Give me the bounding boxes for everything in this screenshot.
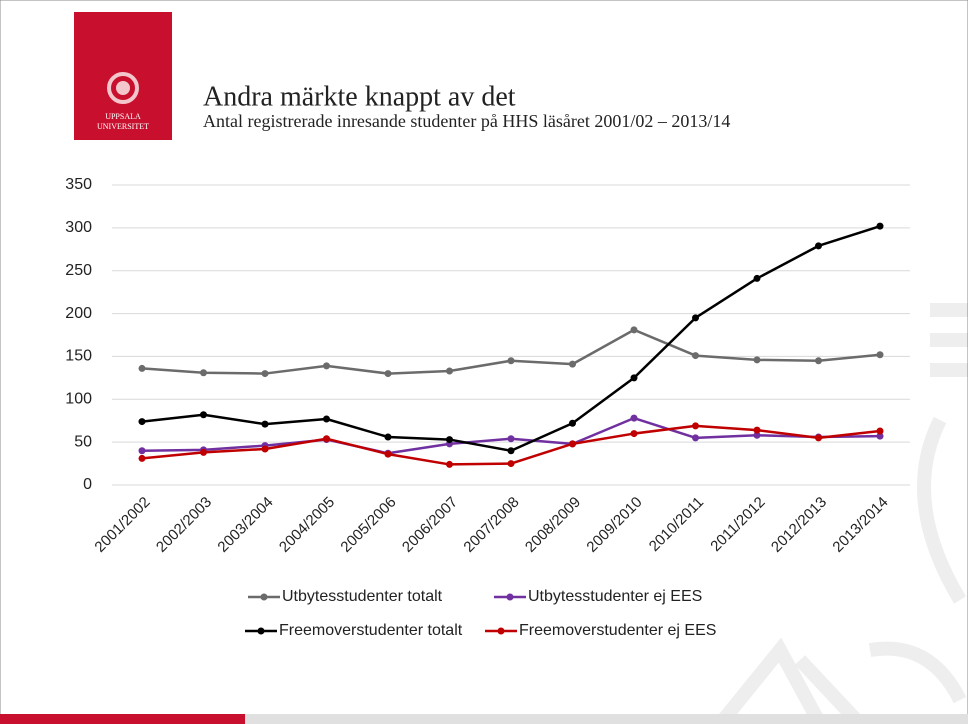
data-point [508, 357, 515, 364]
data-point [139, 418, 146, 425]
y-tick-label: 0 [83, 476, 92, 493]
y-tick-label: 300 [65, 219, 92, 236]
data-point [508, 460, 515, 467]
data-point [631, 430, 638, 437]
data-point [262, 446, 269, 453]
y-tick-label: 250 [65, 262, 92, 279]
data-point [569, 361, 576, 368]
data-point [631, 415, 638, 422]
data-point [631, 326, 638, 333]
logo-seal-center [116, 81, 130, 95]
y-tick-label: 50 [74, 433, 92, 450]
data-point [754, 275, 761, 282]
data-point [385, 370, 392, 377]
data-point [815, 434, 822, 441]
y-tick-label: 150 [65, 348, 92, 365]
data-point [631, 374, 638, 381]
data-point [200, 449, 207, 456]
slide: UPPSALA UNIVERSITET Andra märkte knappt … [0, 0, 968, 724]
data-point [385, 451, 392, 458]
data-point [262, 421, 269, 428]
data-point [446, 368, 453, 375]
data-point [446, 461, 453, 468]
logo-text: UNIVERSITET [97, 122, 149, 131]
legend-marker [507, 594, 514, 601]
data-point [200, 369, 207, 376]
data-point [385, 434, 392, 441]
data-point [692, 314, 699, 321]
logo-text: UPPSALA [105, 112, 141, 121]
legend-marker [498, 628, 505, 635]
data-point [139, 365, 146, 372]
data-point [323, 416, 330, 423]
footer-gray [245, 714, 968, 724]
data-point [754, 356, 761, 363]
data-point [139, 455, 146, 462]
data-point [200, 411, 207, 418]
data-point [262, 370, 269, 377]
chart-title: Andra märkte knappt av det [203, 81, 516, 112]
data-point [323, 435, 330, 442]
legend-marker [258, 628, 265, 635]
y-tick-label: 100 [65, 391, 92, 408]
data-point [754, 427, 761, 434]
legend-label: Utbytesstudenter totalt [282, 588, 443, 605]
data-point [815, 357, 822, 364]
data-point [692, 422, 699, 429]
data-point [139, 447, 146, 454]
legend-marker [261, 594, 268, 601]
data-point [815, 242, 822, 249]
chart-subtitle: Antal registrerade inresande studenter p… [203, 111, 730, 131]
data-point [692, 434, 699, 441]
y-tick-label: 350 [65, 176, 92, 193]
legend-label: Utbytesstudenter ej EES [528, 588, 702, 605]
data-point [569, 440, 576, 447]
legend-label: Freemoverstudenter ej EES [519, 622, 716, 639]
data-point [569, 420, 576, 427]
data-point [692, 352, 699, 359]
data-point [508, 447, 515, 454]
data-point [508, 435, 515, 442]
legend-label: Freemoverstudenter totalt [279, 622, 463, 639]
footer-red [0, 714, 245, 724]
data-point [446, 436, 453, 443]
data-point [877, 428, 884, 435]
data-point [323, 362, 330, 369]
y-tick-label: 200 [65, 305, 92, 322]
data-point [877, 223, 884, 230]
data-point [877, 351, 884, 358]
